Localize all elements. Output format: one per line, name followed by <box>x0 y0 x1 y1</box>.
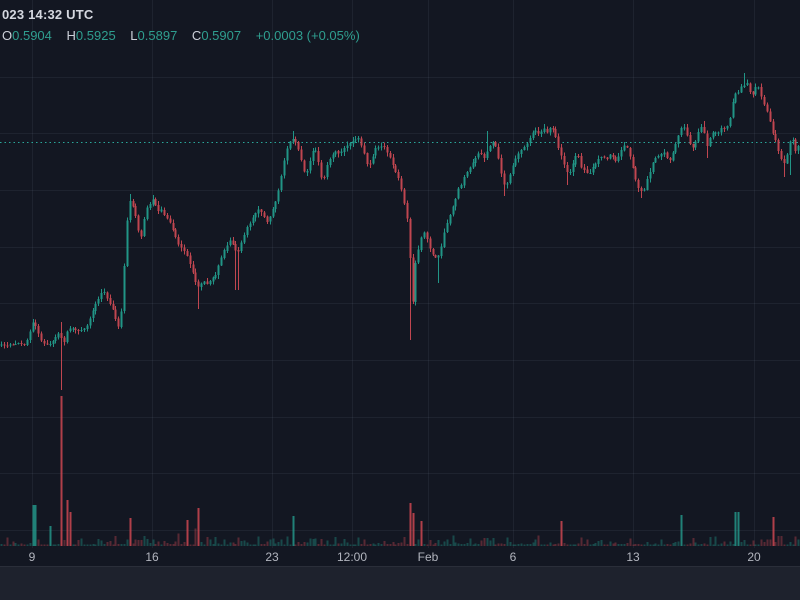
legend-low: L0.5897 <box>130 28 178 43</box>
bottom-panel <box>0 566 800 600</box>
time-axis-label-23: 23 <box>265 550 279 564</box>
time-axis-label-1200: 12:00 <box>336 550 368 564</box>
time-axis-label-13: 13 <box>626 550 640 564</box>
timestamp-label: 023 14:32 UTC <box>2 7 94 22</box>
time-axis-label-9: 9 <box>28 550 36 564</box>
candlestick-chart[interactable] <box>0 0 800 566</box>
time-axis-label-6: 6 <box>509 550 517 564</box>
legend-change: +0.0003 (+0.05%) <box>255 28 360 43</box>
legend-high: H0.5925 <box>66 28 116 43</box>
chart-header: 023 14:32 UTC <box>2 6 93 24</box>
time-axis[interactable]: 9 16 23 12:00 Feb 6 13 20 <box>0 548 800 566</box>
legend-open: O0.5904 <box>2 28 52 43</box>
time-axis-label-feb: Feb <box>417 550 439 564</box>
time-axis-label-16: 16 <box>145 550 159 564</box>
legend-close: C0.5907 <box>191 28 242 43</box>
candles <box>0 73 800 390</box>
grid-lines <box>0 0 800 548</box>
volume-bars <box>0 396 800 546</box>
ohlc-legend[interactable]: O0.5904 H0.5925 L0.5897 C0.5907 +0.0003 … <box>2 28 371 43</box>
time-axis-label-20: 20 <box>747 550 761 564</box>
